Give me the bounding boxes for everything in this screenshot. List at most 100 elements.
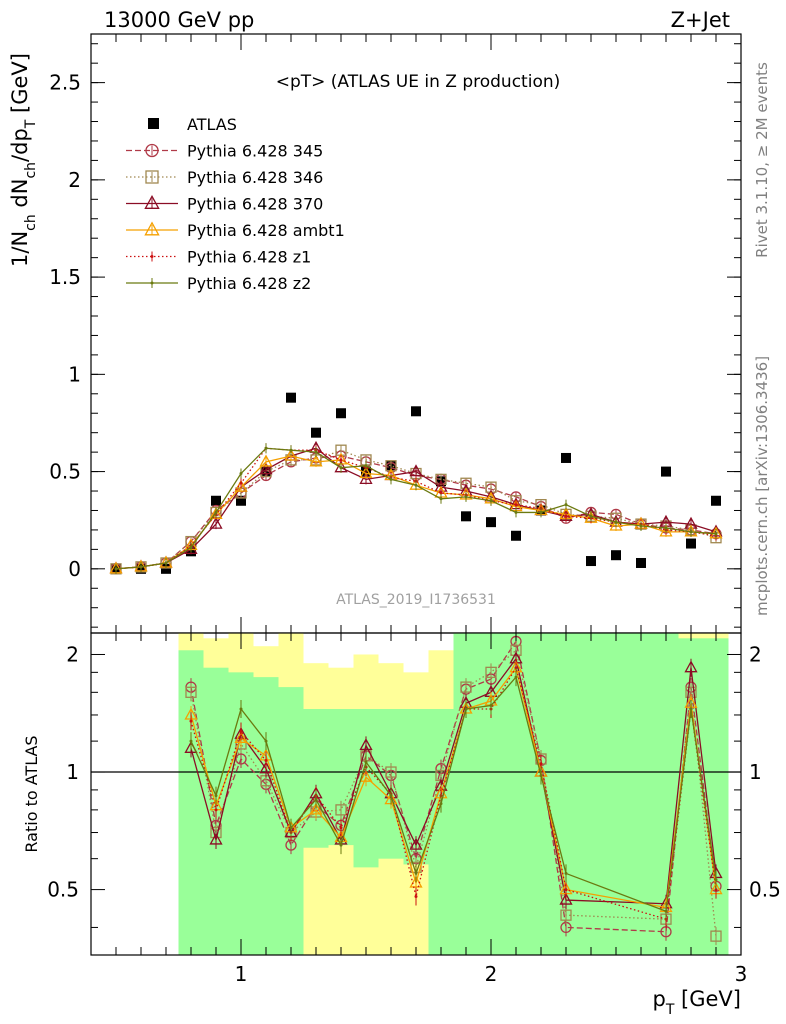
band-inner-bin	[703, 638, 729, 955]
data-point	[411, 406, 421, 417]
ratio-point	[339, 843, 343, 847]
main-plot: 0 0.5 1 1.5 2 2.5 1/Nch dNch/dpT [GeV]	[8, 33, 742, 634]
series-point	[184, 542, 198, 555]
legend-marker	[145, 170, 159, 184]
series-point	[289, 448, 293, 452]
legend-entry: Pythia 6.428 346	[126, 168, 323, 187]
ratio-point	[339, 826, 343, 830]
series-point	[439, 491, 443, 495]
ratio-point	[564, 888, 568, 892]
ratio-y-tick-label: 1	[66, 760, 79, 784]
ratio-point	[564, 871, 568, 875]
ratio-point	[309, 802, 323, 815]
ratio-point	[539, 773, 543, 777]
ratio-point	[385, 766, 397, 778]
series-point	[314, 450, 318, 454]
legend-marker	[150, 255, 154, 258]
ratio-point	[189, 739, 193, 743]
legend: ATLAS Pythia 6.428 345 Pythia 6.428 346 Pyt…	[126, 115, 345, 293]
data-point	[636, 557, 646, 568]
series-point	[564, 503, 568, 507]
ratio-point	[559, 892, 573, 905]
watermark: ATLAS_2019_I1736531	[336, 592, 496, 608]
series-point	[259, 462, 273, 475]
legend-label: Pythia 6.428 ambt1	[187, 221, 345, 240]
y-tick-label: 2.5	[49, 71, 81, 95]
band-inner-bin	[253, 677, 279, 955]
ratio-point	[710, 930, 722, 942]
ratio-point	[335, 804, 347, 816]
ratio-point	[409, 875, 423, 888]
series-point	[464, 495, 468, 499]
series-point	[414, 483, 418, 487]
chart-title: <pT> (ATLAS UE in Z production)	[276, 72, 561, 92]
ratio-point	[539, 762, 543, 766]
x-tick-label: 1	[235, 962, 248, 986]
ratio-point	[460, 681, 472, 693]
data-point	[161, 563, 171, 574]
ratio-y-tick-label-right: 1	[749, 760, 762, 784]
legend-marker	[144, 194, 160, 209]
data-point	[611, 550, 621, 561]
data-point	[461, 511, 471, 522]
legend-entry: ATLAS	[148, 115, 237, 134]
ratio-point	[214, 808, 218, 812]
data-point	[661, 466, 671, 477]
y-tick-label: 0	[68, 557, 81, 581]
series-point	[609, 518, 623, 531]
series-point	[264, 446, 268, 450]
legend-marker	[150, 281, 154, 285]
ratio-point	[714, 878, 718, 882]
data-point	[511, 530, 521, 541]
band-inner-bin	[428, 709, 454, 955]
ratio-point	[684, 660, 698, 673]
series-point	[209, 516, 223, 529]
data-point	[336, 408, 346, 419]
data-point	[586, 556, 596, 567]
ratio-y-tick-label: 0.5	[47, 878, 79, 902]
y-tick-label: 0.5	[49, 460, 81, 484]
series-point	[339, 458, 343, 462]
header-process: 13000 GeV pp	[104, 8, 254, 32]
legend-marker	[145, 143, 159, 158]
ratio-point	[264, 759, 268, 763]
x-tick-label: 2	[485, 962, 498, 986]
ratio-point	[489, 704, 493, 708]
series-point	[189, 545, 193, 549]
band-inner-bin	[578, 633, 654, 955]
band-inner-bin	[303, 709, 329, 848]
ratio-point	[464, 707, 468, 711]
ratio-point	[514, 675, 518, 679]
ratio-y-tick-label-right: 2	[749, 642, 762, 666]
legend-label: Pythia 6.428 z2	[187, 274, 311, 293]
series-point	[514, 510, 518, 514]
series-point	[664, 526, 668, 530]
legend-label: Pythia 6.428 346	[187, 168, 323, 187]
series-point	[389, 477, 393, 481]
series-point	[539, 510, 543, 514]
legend-entry: Pythia 6.428 ambt1	[126, 221, 345, 240]
series-point	[359, 472, 373, 485]
series	[114, 443, 718, 574]
series-point	[659, 524, 673, 537]
series-point	[439, 497, 443, 501]
series-point	[639, 524, 643, 528]
ratio-point	[364, 760, 368, 764]
data-point	[686, 538, 696, 549]
data-point	[286, 392, 296, 403]
ratio-point	[439, 802, 443, 806]
ratio-series-group	[184, 633, 723, 946]
series-point	[714, 532, 718, 536]
ratio-point	[234, 730, 248, 743]
rivet-label: Rivet 3.1.10, ≥ 2M events	[753, 62, 771, 258]
legend-label: Pythia 6.428 345	[187, 142, 323, 161]
legend-entry: Pythia 6.428 z2	[126, 274, 311, 293]
y-axis-title: 1/Nch dNch/dpT [GeV]	[8, 53, 39, 267]
series-point	[364, 464, 368, 468]
data-point	[211, 495, 221, 506]
series-point	[589, 514, 593, 518]
x-tick-label: 3	[735, 962, 748, 986]
series-point	[139, 565, 143, 569]
ratio-point	[560, 909, 572, 921]
ratio-y-tick-label-right: 0.5	[749, 878, 781, 902]
